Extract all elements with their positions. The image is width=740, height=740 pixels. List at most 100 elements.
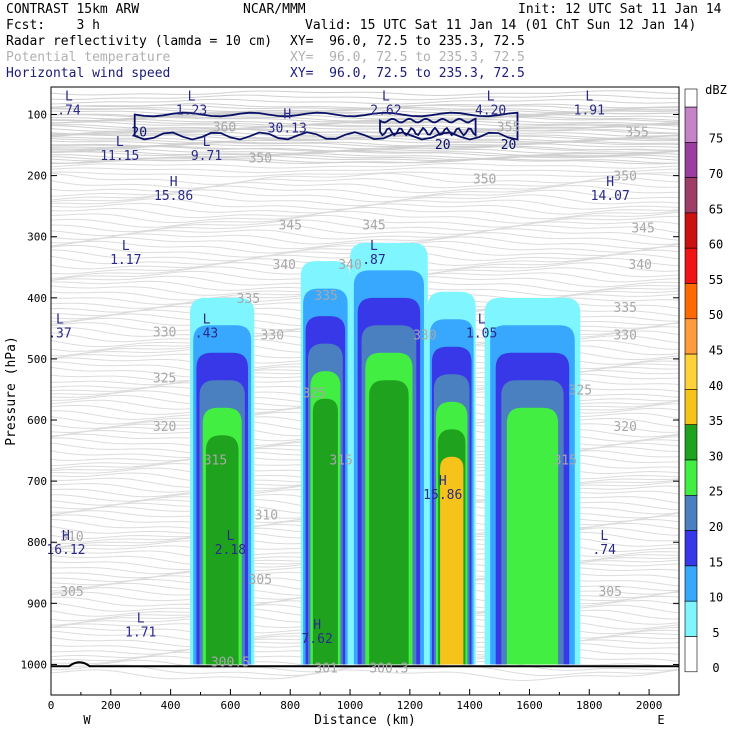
extremum-value: 1.71 bbox=[125, 626, 156, 641]
wind-label: 20 bbox=[501, 138, 517, 153]
x-tick-label: 2000 bbox=[636, 699, 663, 712]
extremum-value: 2.62 bbox=[370, 103, 401, 118]
theta-label: 305 bbox=[249, 573, 272, 588]
extremum-kind: L bbox=[487, 89, 495, 104]
y-tick-label: 800 bbox=[27, 536, 47, 549]
colorbar-swatch bbox=[684, 565, 698, 602]
theta-label: 315 bbox=[329, 454, 352, 469]
theta-label: 345 bbox=[362, 218, 385, 233]
center-title: NCAR/MMM bbox=[243, 2, 306, 17]
theta-line bbox=[51, 158, 679, 165]
wind-speed-contours bbox=[133, 111, 519, 141]
theta-label: 300.3 bbox=[369, 662, 408, 677]
colorbar-label: 50 bbox=[709, 308, 723, 322]
extremum-value: 30.13 bbox=[268, 122, 307, 137]
extremum-kind: H bbox=[606, 175, 614, 190]
theta-line bbox=[51, 94, 679, 101]
extremum-value: 7.62 bbox=[301, 632, 332, 647]
theta-label: 340 bbox=[628, 258, 651, 273]
colorbar-label: 5 bbox=[712, 626, 719, 640]
theta-line bbox=[51, 120, 679, 126]
theta-line bbox=[51, 145, 679, 152]
y-tick-label: 400 bbox=[27, 292, 47, 305]
field2-name: Potential temperature bbox=[6, 50, 171, 65]
extremum-kind: H bbox=[283, 108, 291, 123]
y-tick-label: 700 bbox=[27, 475, 47, 488]
extremum-kind: H bbox=[439, 474, 447, 489]
colorbar-swatch bbox=[684, 212, 698, 249]
extremum-value: 9.71 bbox=[191, 149, 222, 164]
x-axis-label: Distance (km) bbox=[314, 713, 416, 728]
x-tick-label: 1400 bbox=[456, 699, 483, 712]
y-tick-label: 1000 bbox=[21, 658, 48, 671]
colorbar-label: 45 bbox=[709, 343, 723, 357]
extremum-value: 15.86 bbox=[423, 488, 462, 503]
theta-line bbox=[51, 171, 679, 178]
theta-line bbox=[51, 184, 679, 198]
colorbar-swatch bbox=[684, 247, 698, 284]
theta-label: 335 bbox=[314, 289, 337, 304]
extremum-kind: L bbox=[188, 89, 196, 104]
colorbar-label: 0 bbox=[712, 661, 719, 675]
colorbar-swatch bbox=[684, 389, 698, 425]
field3-xy: XY= 96.0, 72.5 to 235.3, 72.5 bbox=[290, 66, 525, 81]
reflectivity-band bbox=[506, 407, 559, 665]
extremum-value: .74 bbox=[57, 103, 81, 118]
theta-label: 350 bbox=[249, 151, 272, 166]
x-tick-label: 1000 bbox=[337, 699, 364, 712]
extremum-value: 16.12 bbox=[46, 543, 85, 558]
theta-line bbox=[51, 162, 679, 169]
colorbar-label: 55 bbox=[709, 273, 723, 287]
theta-line bbox=[51, 210, 679, 224]
theta-contour-labels: 360 355 355 350 350 350 345 345 345 340 340 340 335 3… bbox=[60, 121, 655, 677]
extremum-value: 2.18 bbox=[215, 543, 246, 558]
colorbar-swatch bbox=[684, 318, 698, 355]
wind-contour-line bbox=[379, 117, 477, 138]
theta-label: 300.5 bbox=[211, 655, 250, 670]
extremum-kind: L bbox=[382, 89, 390, 104]
x-east-label: E bbox=[657, 713, 664, 727]
y-tick-label: 900 bbox=[27, 597, 47, 610]
init-time: Init: 12 UTC Sat 11 Jan 14 bbox=[518, 2, 722, 17]
theta-line bbox=[51, 172, 679, 185]
y-tick-label: 200 bbox=[27, 170, 47, 183]
theta-label: 330 bbox=[613, 328, 636, 343]
reflectivity-field bbox=[190, 242, 581, 665]
colorbar-label: 10 bbox=[709, 591, 723, 605]
x-tick-label: 400 bbox=[161, 699, 181, 712]
theta-label: 340 bbox=[273, 258, 296, 273]
theta-line bbox=[51, 207, 679, 220]
x-west-label: W bbox=[83, 713, 91, 727]
theta-line bbox=[51, 224, 679, 237]
theta-line bbox=[51, 98, 679, 105]
colorbar-label: 25 bbox=[709, 485, 723, 499]
ground-line-path bbox=[51, 661, 679, 668]
colorbar-swatch bbox=[684, 424, 698, 461]
theta-label: 325 bbox=[153, 371, 176, 386]
plot-frame bbox=[50, 86, 680, 696]
wind-label: 20 bbox=[435, 138, 451, 153]
y-axis: 100 200 300 400 500 600 700 800 900 1000 Pressure … bbox=[4, 108, 679, 671]
theta-line bbox=[51, 167, 679, 174]
extremum-kind: L bbox=[203, 135, 211, 150]
extremum-value: 1.91 bbox=[574, 103, 605, 118]
theta-label: 345 bbox=[631, 222, 654, 237]
theta-label: 355 bbox=[625, 126, 648, 141]
theta-line bbox=[51, 202, 679, 215]
theta-label: 330 bbox=[153, 325, 176, 340]
theta-line bbox=[51, 148, 679, 154]
theta-line bbox=[51, 116, 679, 123]
theta-label: 310 bbox=[255, 509, 278, 524]
theta-line bbox=[51, 669, 679, 682]
theta-label: 301 bbox=[314, 662, 337, 677]
plot-border bbox=[50, 86, 680, 696]
x-tick-label: 800 bbox=[280, 699, 300, 712]
colorbar-swatch bbox=[684, 353, 698, 390]
colorbar-label: 30 bbox=[709, 449, 723, 463]
extremum-value: 15.86 bbox=[154, 189, 193, 204]
x-tick-label: 1800 bbox=[576, 699, 603, 712]
colorbar-top-cap bbox=[684, 88, 698, 108]
field1-name: Radar reflectivity (lamda = 10 cm) bbox=[6, 34, 273, 49]
extrema-labels: L.74L1.23L2.62L4.20L1.91H30.13L11.15L9.7… bbox=[46, 89, 629, 647]
y-tick-label: 300 bbox=[27, 231, 47, 244]
